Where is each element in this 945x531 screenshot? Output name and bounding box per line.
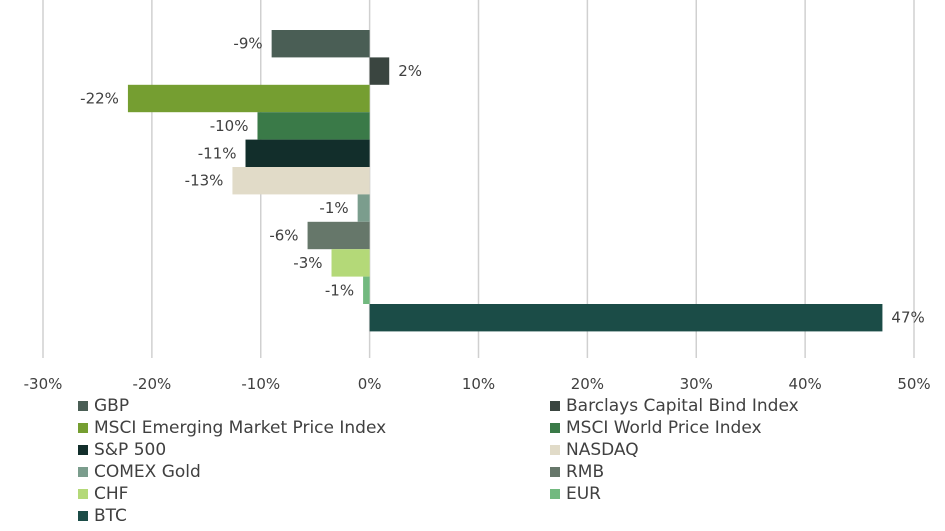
data-label: -10%: [210, 117, 249, 135]
legend-item: MSCI World Price Index: [550, 418, 762, 438]
legend-label: GBP: [94, 396, 130, 416]
legend-swatch: [550, 423, 560, 433]
legend-item: S&P 500: [78, 440, 166, 460]
x-tick-label: 0%: [358, 375, 382, 393]
legend-label: MSCI Emerging Market Price Index: [94, 418, 387, 438]
bar-btc: [369, 304, 883, 332]
bar-msci-world-price-index: [257, 112, 370, 140]
legend-swatch: [78, 467, 88, 477]
bar-rmb: [307, 221, 370, 250]
legend-label: S&P 500: [94, 440, 167, 460]
legend-item: EUR: [550, 484, 601, 504]
x-tick-label: 30%: [680, 375, 713, 393]
data-label: -6%: [269, 227, 298, 245]
legend-swatch: [78, 489, 88, 499]
data-label: -3%: [293, 254, 322, 272]
legend-item: BTC: [78, 506, 127, 526]
data-label: -1%: [325, 281, 354, 299]
data-label: -22%: [80, 90, 119, 108]
legend-item: GBP: [78, 396, 129, 416]
bar-msci-emerging-market-price-index: [127, 84, 370, 113]
bar-chart: -9%2%-22%-10%-11%-13%-1%-6%-3%-1%47% -30…: [24, 0, 931, 393]
legend-label: Barclays Capital Bind Index: [566, 396, 799, 416]
bar-comex-gold: [357, 194, 370, 222]
bar-s-p-500: [245, 139, 370, 167]
legend-swatch: [550, 489, 560, 499]
data-label: -1%: [319, 199, 348, 217]
data-labels: -9%2%-22%-10%-11%-13%-1%-6%-3%-1%47%: [80, 35, 925, 327]
x-axis-ticks: -30% -20% -10% 0% 10% 20% 30% 40% 50%: [24, 375, 931, 393]
bar-barclays-capital-bind-index: [369, 57, 390, 85]
x-tick-label: -20%: [132, 375, 171, 393]
legend-item: Barclays Capital Bind Index: [550, 396, 799, 416]
x-tick-label: -10%: [241, 375, 280, 393]
legend-label: EUR: [566, 484, 601, 504]
data-label: -11%: [198, 144, 237, 162]
bars: [127, 30, 883, 332]
x-tick-label: 50%: [897, 375, 930, 393]
legend-swatch: [550, 467, 560, 477]
data-label: 47%: [891, 309, 924, 327]
data-label: -9%: [233, 35, 262, 53]
x-tick-label: 20%: [571, 375, 604, 393]
data-label: 2%: [398, 62, 422, 80]
legend-item: RMB: [550, 462, 604, 482]
legend-item: CHF: [78, 484, 128, 504]
data-label: -13%: [185, 172, 224, 190]
legend-label: MSCI World Price Index: [566, 418, 762, 438]
legend-item: COMEX Gold: [78, 462, 201, 482]
legend-swatch: [550, 401, 560, 411]
legend-swatch: [78, 445, 88, 455]
bar-eur: [363, 276, 370, 304]
x-tick-label: 10%: [462, 375, 495, 393]
bar-gbp: [271, 30, 370, 58]
legend-swatch: [78, 423, 88, 433]
legend-swatch: [78, 401, 88, 411]
legend-label: RMB: [566, 462, 605, 482]
legend-swatch: [550, 445, 560, 455]
legend-label: COMEX Gold: [94, 462, 201, 482]
legend-label: BTC: [94, 506, 127, 526]
legend-swatch: [78, 511, 88, 521]
legend-label: CHF: [94, 484, 129, 504]
x-tick-label: -30%: [24, 375, 63, 393]
legend-item: MSCI Emerging Market Price Index: [78, 418, 386, 438]
legend-label: NASDAQ: [566, 440, 639, 460]
legend-item: NASDAQ: [550, 440, 639, 460]
bar-nasdaq: [232, 167, 370, 195]
bar-chf: [331, 249, 370, 277]
x-tick-label: 40%: [788, 375, 821, 393]
